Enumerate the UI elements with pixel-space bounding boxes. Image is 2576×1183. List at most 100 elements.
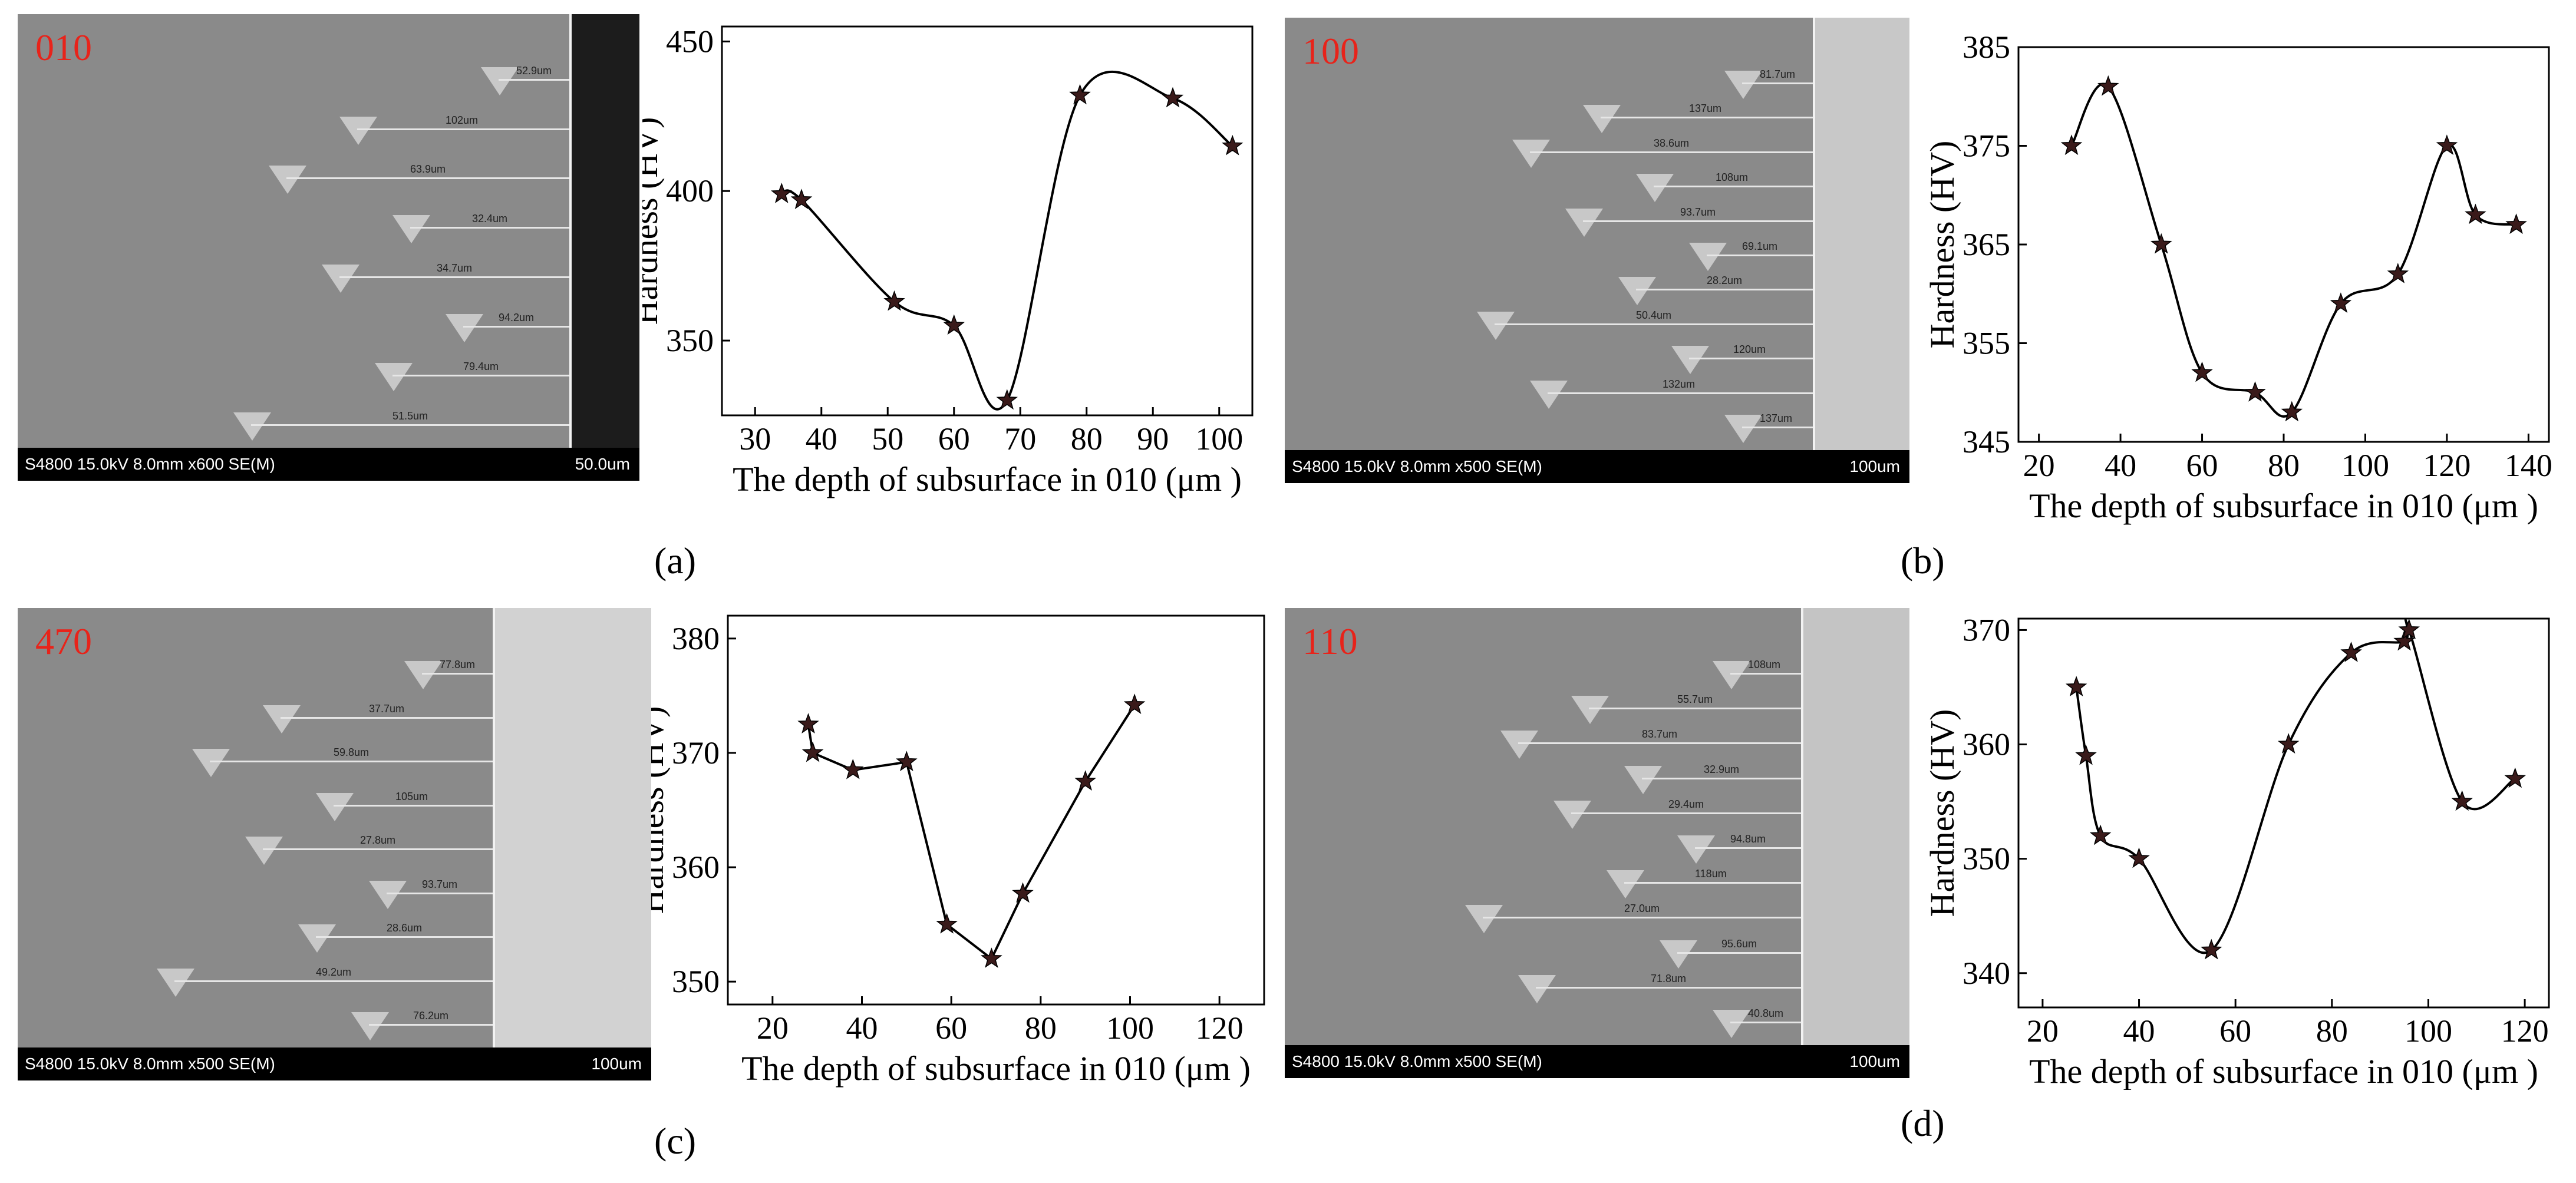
data-point-star <box>936 913 958 934</box>
x-tick-label: 100 <box>2341 448 2389 483</box>
measurement-ruler <box>251 424 569 426</box>
hardness-chart-b: 20 40 60 80 100 120 140 345 355 365 375 385 The dept… <box>1915 12 2575 536</box>
y-tick-label: 350 <box>666 323 714 358</box>
data-point-star <box>2128 847 2150 868</box>
surface-edge <box>1813 18 1815 450</box>
indent-mark <box>1713 661 1750 689</box>
data-point-star <box>771 183 793 203</box>
sem-params: S4800 15.0kV 8.0mm x500 SE(M) <box>1292 1052 1542 1070</box>
panel-label-c: (c) <box>654 1120 697 1162</box>
measurement-ruler <box>1642 777 1801 779</box>
measurement-label: 59.8um <box>334 746 370 758</box>
measurement-label: 27.8um <box>360 834 396 846</box>
x-tick-label: 20 <box>2023 448 2055 483</box>
measurement-label: 120um <box>1733 343 1766 356</box>
panel-label-b: (b) <box>1901 540 1945 581</box>
measurement-label: 93.7um <box>1680 206 1716 218</box>
x-tick-label: 70 <box>1004 421 1036 457</box>
chart-svg: 20 40 60 80 100 120 350 360 370 380 The depth of s… <box>651 614 1265 1088</box>
orientation-label: 100 <box>1302 30 1359 72</box>
data-point-star <box>2060 134 2083 156</box>
series-line <box>781 71 1233 411</box>
series-line <box>2075 619 2516 954</box>
measurement-ruler <box>1624 882 1801 884</box>
x-tick-label: 40 <box>806 421 837 457</box>
data-point-star <box>842 758 864 779</box>
x-tick-label: 40 <box>846 1010 878 1046</box>
hardness-chart-c: 20 40 60 80 100 120 350 360 370 380 The depth of s… <box>651 595 1288 1090</box>
indent-mark <box>1689 243 1727 271</box>
sem-params: S4800 15.0kV 8.0mm x500 SE(M) <box>1292 457 1542 475</box>
plot-frame <box>2017 617 2550 1009</box>
measurement-label: 40.8um <box>1748 1007 1784 1019</box>
indent-mark <box>1607 870 1644 899</box>
x-tick-label: 140 <box>2505 448 2552 483</box>
y-axis-label: Hardness (HV) <box>651 706 671 914</box>
measurement-label: 34.7um <box>437 262 473 274</box>
measurement-label: 95.6um <box>1721 937 1757 950</box>
indent-mark <box>1677 835 1715 864</box>
indent-mark <box>1530 380 1568 409</box>
measurement-label: 27.0um <box>1624 903 1660 915</box>
data-point-star <box>2387 263 2409 283</box>
x-tick-label: 20 <box>757 1010 789 1046</box>
x-tick-label: 80 <box>2316 1013 2348 1049</box>
data-point-star <box>2065 676 2087 696</box>
scale-bar-label: 50.0um <box>575 455 630 473</box>
oxide-layer <box>572 14 639 448</box>
indent-mark <box>1671 346 1709 375</box>
data-point-star <box>2436 134 2458 156</box>
data-point-star <box>2089 824 2112 845</box>
data-point-star <box>2465 203 2486 224</box>
indent-mark <box>1724 415 1762 443</box>
indent-mark <box>339 116 377 145</box>
measurement-ruler <box>1518 742 1801 745</box>
sem-image-a: 010 52.9um 102um 63.9um 32.4um 34.7um 94.2um 7… <box>18 14 639 481</box>
y-tick-label: 360 <box>672 850 720 885</box>
plot-frame <box>727 614 1265 1006</box>
measurement-label: 108um <box>1748 659 1781 670</box>
measurement-ruler <box>1654 186 1813 188</box>
measurement-ruler <box>357 128 569 130</box>
measurement-ruler <box>1483 917 1801 919</box>
x-tick-label: 100 <box>2405 1013 2452 1049</box>
x-tick-label: 60 <box>2186 448 2218 483</box>
data-point-star <box>2201 939 2222 960</box>
y-tick-label: 350 <box>1962 841 2010 877</box>
sem-image-d: 110 108um 55.7um 83.7um 32.9um 29.4um 94.8um 1… <box>1285 608 1909 1078</box>
measurement-ruler <box>263 848 493 850</box>
measurement-label: 63.9um <box>410 163 446 176</box>
measurement-ruler <box>281 716 493 719</box>
y-tick-label: 365 <box>1962 227 2010 262</box>
y-tick-label: 375 <box>1962 128 2010 164</box>
scale-bar-label: 100um <box>1849 1052 1900 1070</box>
x-tick-label: 60 <box>2219 1013 2251 1049</box>
data-point-star <box>2097 75 2119 96</box>
measurement-label: 83.7um <box>1642 728 1678 741</box>
measurement-ruler <box>1730 1022 1801 1023</box>
data-point-star <box>2191 361 2213 382</box>
measurement-label: 32.4um <box>472 213 508 225</box>
measurement-ruler <box>334 804 493 807</box>
data-point-star <box>2244 381 2266 402</box>
measurement-ruler <box>1495 323 1813 325</box>
measurement-ruler <box>1677 951 1801 954</box>
sem-info-bar: S4800 15.0kV 8.0mm x500 SE(M) 100um <box>1285 450 1909 483</box>
y-tick-label: 380 <box>672 621 720 656</box>
measurement-ruler <box>339 276 569 278</box>
x-tick-label: 60 <box>935 1010 967 1046</box>
measurement-ruler <box>387 892 493 894</box>
measurement-label: 76.2um <box>413 1010 449 1022</box>
data-point-star <box>2150 233 2172 254</box>
x-tick-label: 120 <box>1196 1010 1244 1046</box>
y-tick-label: 345 <box>1962 424 2010 460</box>
measurement-ruler <box>1689 358 1813 360</box>
data-point-star <box>2451 790 2473 811</box>
measurement-label: 71.8um <box>1651 972 1687 984</box>
measurement-ruler <box>422 673 493 675</box>
x-tick-label: 80 <box>1025 1010 1057 1046</box>
data-point-star <box>943 314 965 335</box>
indent-mark <box>446 313 483 342</box>
measurement-label: 118um <box>1695 868 1727 880</box>
measurement-label: 49.2um <box>316 966 352 978</box>
